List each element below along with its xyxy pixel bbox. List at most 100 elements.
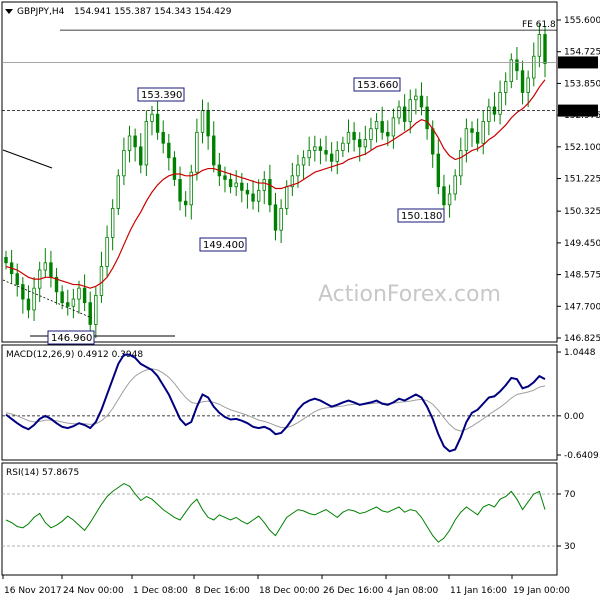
- annotation-label: 149.400: [203, 240, 244, 251]
- price-tick-label: 153.850: [564, 79, 600, 89]
- price-tick-label: 149.450: [564, 239, 600, 249]
- candle-body: [307, 150, 311, 159]
- candle-body: [464, 128, 469, 151]
- candle-body: [133, 135, 137, 148]
- candle-body: [212, 135, 216, 166]
- candle-body: [223, 175, 227, 180]
- price-title-icon: [5, 9, 13, 14]
- price-tick-label: 150.325: [564, 207, 600, 217]
- price-tick-label: 152.100: [564, 143, 600, 153]
- price-tick-label: 151.225: [564, 175, 600, 185]
- candle-body: [313, 146, 317, 151]
- price-annotations: 153.390 153.660 149.400 150.180 146.960: [47, 77, 445, 345]
- candle-body: [94, 295, 98, 325]
- candle-body: [150, 113, 154, 122]
- candle-body: [532, 55, 536, 79]
- macd-tick-label: 1.0448: [564, 348, 596, 358]
- price-tick-label: 154.725: [564, 48, 600, 58]
- annotation-box: [199, 237, 247, 252]
- candle-body: [363, 139, 368, 148]
- candle-body: [195, 131, 199, 173]
- level-label: 153.100: [561, 108, 598, 118]
- candle-body: [290, 175, 295, 188]
- candle-body: [200, 110, 205, 133]
- candle-body: [285, 186, 289, 209]
- x-tick-label: 18 Dec 00:00: [259, 586, 320, 596]
- x-tick-label: 4 Jan 08:00: [387, 586, 439, 596]
- candle-body: [155, 113, 160, 133]
- candle-body: [161, 131, 165, 144]
- x-axis: 16 Nov 2017 24 Nov 00:00 1 Dec 08:00 8 Dec …: [2, 575, 570, 596]
- annotation-label: 146.960: [51, 333, 92, 344]
- candle-body: [144, 121, 149, 166]
- candle-body: [122, 150, 126, 177]
- macd-signal-line: [5, 368, 546, 432]
- macd-line: [5, 353, 546, 453]
- candle-body: [49, 262, 53, 278]
- candle-body: [189, 171, 193, 206]
- price-y-axis: 155.600 154.725 153.850 152.975 152.100 151.2…: [557, 16, 600, 344]
- candle-body: [470, 128, 474, 133]
- rsi-panel-frame: [1, 462, 558, 576]
- price-symbol: GBPJPY,H4: [17, 7, 65, 17]
- rsi-tick-label: 70: [564, 490, 576, 500]
- candle-body: [60, 291, 64, 304]
- candle-body: [475, 131, 480, 144]
- candle-body: [172, 157, 177, 180]
- candle-body: [459, 150, 463, 177]
- candle-body: [402, 106, 407, 122]
- candle-body: [32, 287, 36, 311]
- candle-body: [183, 200, 188, 206]
- candle-body: [397, 106, 401, 119]
- candle-body: [425, 106, 429, 130]
- candle-body: [99, 266, 104, 296]
- candle-body: [352, 131, 356, 140]
- macd-panel-frame: [1, 344, 558, 461]
- candle-body: [520, 70, 525, 93]
- candle-body: [419, 95, 424, 108]
- current-price-label: 154.429: [561, 59, 598, 69]
- candle-body: [318, 146, 323, 151]
- candle-body: [251, 193, 255, 202]
- candle-body: [358, 139, 362, 148]
- candle-body: [127, 135, 132, 151]
- candle-body: [82, 287, 87, 304]
- fe-label: FE 61.8: [522, 20, 556, 30]
- candle-body: [262, 179, 266, 191]
- candle-body: [301, 157, 306, 166]
- annotation-box: [397, 208, 445, 223]
- candle-body: [77, 287, 81, 300]
- candle-body: [66, 302, 70, 307]
- candle-body: [380, 121, 384, 133]
- current-price-badge: [558, 56, 598, 69]
- candle-body: [245, 189, 250, 195]
- ma-line: [5, 79, 546, 289]
- candle-body: [43, 262, 48, 271]
- x-tick-label: 11 Jan 16:00: [450, 586, 507, 596]
- price-tick-label: 152.975: [564, 111, 600, 121]
- price-tick-label: 147.700: [564, 302, 600, 312]
- candle-body: [139, 146, 143, 166]
- candle-body: [431, 128, 435, 155]
- candle-body: [374, 121, 379, 130]
- candle-body: [88, 302, 92, 325]
- candle-body: [240, 182, 244, 191]
- annotation-label: 150.180: [401, 211, 442, 222]
- annotation-box: [47, 330, 95, 345]
- price-moving-average: [5, 79, 546, 289]
- candle-body: [234, 182, 238, 188]
- price-tick-label: 146.825: [564, 334, 600, 344]
- candle-body: [509, 59, 514, 83]
- candle-body: [447, 193, 452, 206]
- rsi-y-axis: 70 30: [557, 490, 576, 552]
- x-tick-label: 26 Dec 16:00: [323, 586, 384, 596]
- price-levels: 153.100 154.429 FE 61.8: [2, 20, 598, 337]
- candle-body: [228, 179, 233, 188]
- trend-line: [2, 149, 53, 169]
- x-tick-label: 16 Nov 2017: [4, 586, 62, 596]
- watermark: ActionForex.com: [318, 282, 501, 307]
- price-panel-frame: [1, 1, 558, 343]
- channel-line: [2, 279, 93, 319]
- candle-body: [279, 208, 283, 231]
- candle-body: [15, 273, 19, 285]
